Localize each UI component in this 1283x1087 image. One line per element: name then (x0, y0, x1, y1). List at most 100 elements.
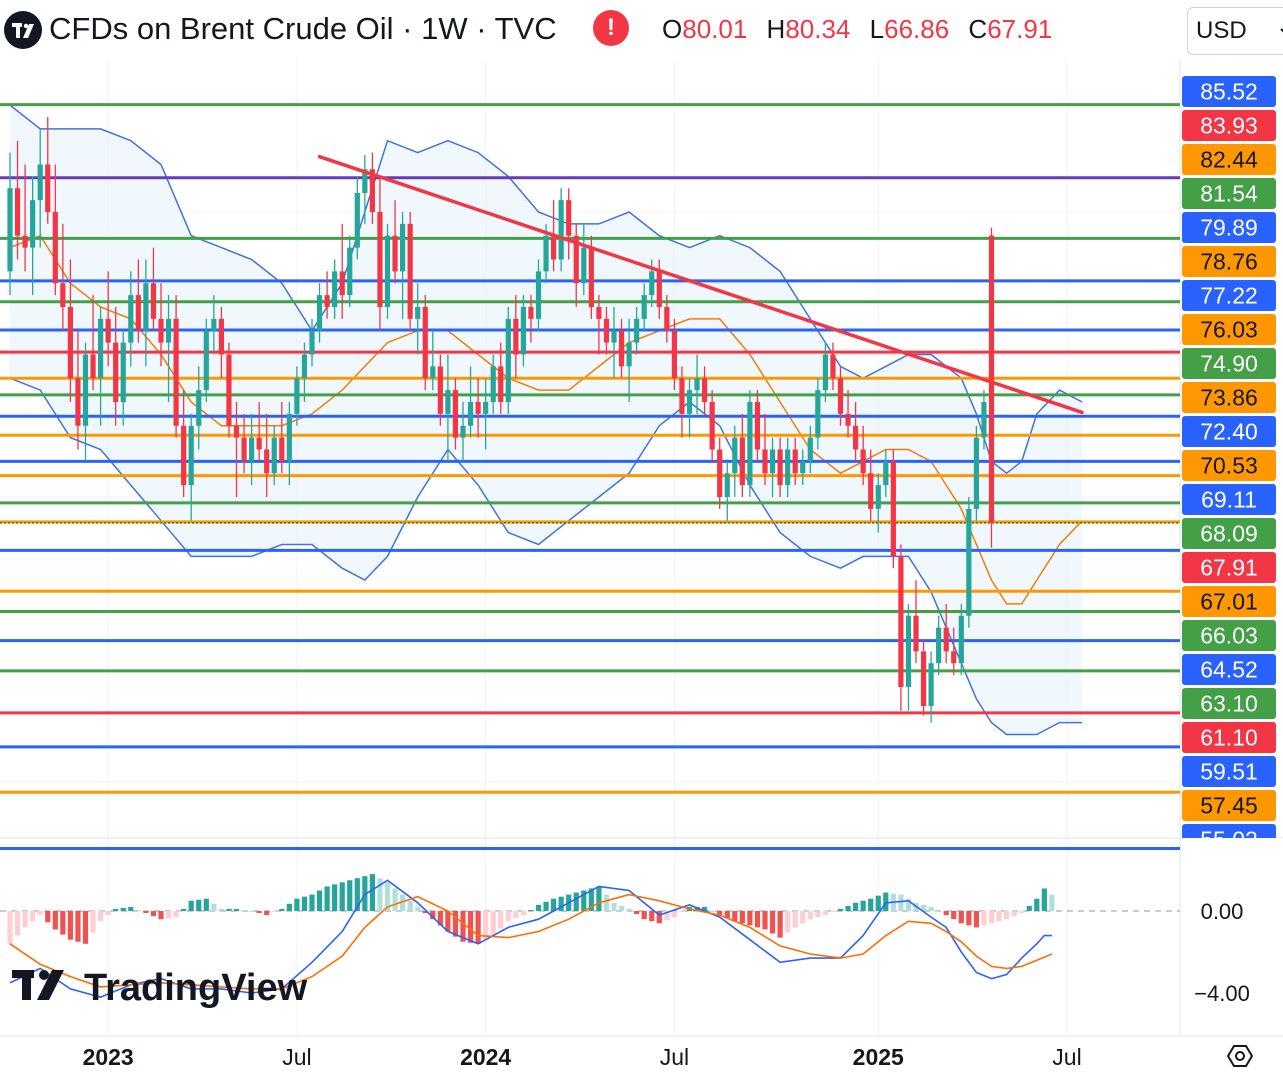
price-label: 59.51 (1200, 759, 1258, 785)
candle-body (483, 401, 489, 414)
macd-histogram-bar (649, 911, 655, 922)
candle-body (188, 425, 194, 486)
macd-histogram-bar (7, 911, 13, 944)
macd-histogram-bar (437, 911, 443, 926)
candle-body (588, 247, 594, 307)
candle-body (165, 318, 172, 343)
macd-histogram-bar (981, 911, 987, 926)
resistance-trendline (317, 154, 1084, 415)
price-axis[interactable]: 85.52 83.93 82.44 81.54 79.89 78.76 77.22 76.03… (1181, 76, 1283, 878)
candle-body (853, 425, 859, 450)
price-label-bg (1182, 144, 1276, 175)
price-label-bg (1182, 314, 1276, 345)
macd-histogram-bar (354, 878, 360, 911)
candle-body (981, 401, 987, 438)
price-label: 79.89 (1200, 215, 1258, 241)
candle-body (128, 295, 134, 343)
macd-histogram-bar (988, 911, 995, 924)
candle-body (7, 188, 13, 272)
time-axis[interactable]: 2023 Jul 2024 Jul 2025 Jul (83, 1044, 1082, 1070)
trendline[interactable] (317, 154, 1084, 415)
macd-histogram-bar (218, 908, 224, 911)
macd-histogram-bar (400, 894, 406, 911)
macd-histogram-bar (226, 908, 232, 911)
macd-histogram-bar (158, 911, 164, 920)
macd-histogram-bar (490, 911, 496, 936)
macd-histogram-bar (739, 911, 745, 924)
candle-body (369, 169, 375, 212)
candle-body (883, 461, 889, 486)
macd-histogram-bar (75, 911, 81, 942)
currency-button[interactable]: USD (1187, 7, 1283, 55)
macd-histogram-bar (82, 911, 89, 944)
price-label: 70.53 (1200, 453, 1258, 479)
settings-icon[interactable] (1226, 1045, 1254, 1067)
candle-body (271, 437, 277, 474)
candle-body (256, 437, 262, 450)
candle-body (792, 449, 798, 474)
candle-body (90, 354, 96, 379)
macd-histogram-bar (671, 911, 677, 918)
symbol-title[interactable]: CFDs on Brent Crude Oil · 1W · TVC (49, 11, 557, 46)
candle-body (384, 235, 391, 307)
candle-body (422, 306, 428, 379)
price-label: 66.03 (1200, 623, 1258, 649)
tradingview-watermark: TradingView (12, 967, 308, 1009)
macd-histogram-bar (14, 911, 21, 936)
candle-body (490, 366, 496, 402)
macd-histogram-bar (52, 911, 58, 930)
price-label-bg (1182, 620, 1276, 651)
candle-body (815, 390, 821, 438)
macd-histogram-bar (430, 911, 436, 920)
price-label-bg (1182, 586, 1276, 617)
candle-body (898, 556, 904, 687)
candle-body (505, 318, 511, 402)
macd-histogram-bar (211, 903, 217, 911)
candle-body (724, 473, 730, 497)
candle-body (739, 437, 745, 486)
macd-histogram-bar (105, 911, 111, 916)
candle-body (415, 306, 421, 319)
macd-histogram-bar (830, 911, 836, 913)
candle-body (581, 247, 587, 284)
macd-histogram-bar (853, 902, 859, 911)
candle-body (543, 235, 549, 272)
close-value: 67.91 (987, 14, 1053, 44)
macd-histogram-bar (973, 911, 979, 928)
alert-icon[interactable]: ! (593, 10, 629, 46)
macd-histogram-bar (264, 911, 270, 916)
macd-histogram-bar (67, 911, 73, 940)
candle-body (596, 306, 602, 319)
candle-body (233, 425, 240, 438)
price-label: 82.44 (1200, 147, 1258, 173)
low-label: L (869, 14, 885, 44)
macd-histogram-bar (1041, 888, 1047, 911)
candle-body (634, 318, 640, 343)
candle-body (837, 378, 844, 414)
macd-histogram-bar (543, 901, 549, 911)
price-label-bg (1182, 382, 1276, 413)
candle-body (603, 318, 610, 343)
macd-histogram-bar (173, 911, 179, 918)
macd-histogram-bar (558, 896, 564, 911)
candle-body (920, 651, 927, 706)
macd-histogram-bar (618, 905, 625, 911)
candle-body (868, 473, 874, 509)
macd-histogram-bar (165, 911, 172, 919)
candle-body (913, 615, 919, 652)
candle-body (467, 401, 474, 426)
macd-histogram-bar (45, 911, 51, 923)
time-axis-label: Jul (1052, 1044, 1081, 1070)
candle-body (158, 318, 164, 343)
candle-body (362, 169, 368, 193)
candle-body (324, 295, 330, 307)
macd-histogram-bar (641, 911, 647, 920)
macd-histogram-bar (905, 898, 912, 911)
candle-body (656, 271, 662, 307)
bollinger-upper-line (9, 104, 1083, 475)
candle-body (573, 235, 579, 284)
candle-body (218, 318, 224, 355)
macd-histogram-bar (528, 909, 534, 911)
candle-body (762, 449, 768, 474)
